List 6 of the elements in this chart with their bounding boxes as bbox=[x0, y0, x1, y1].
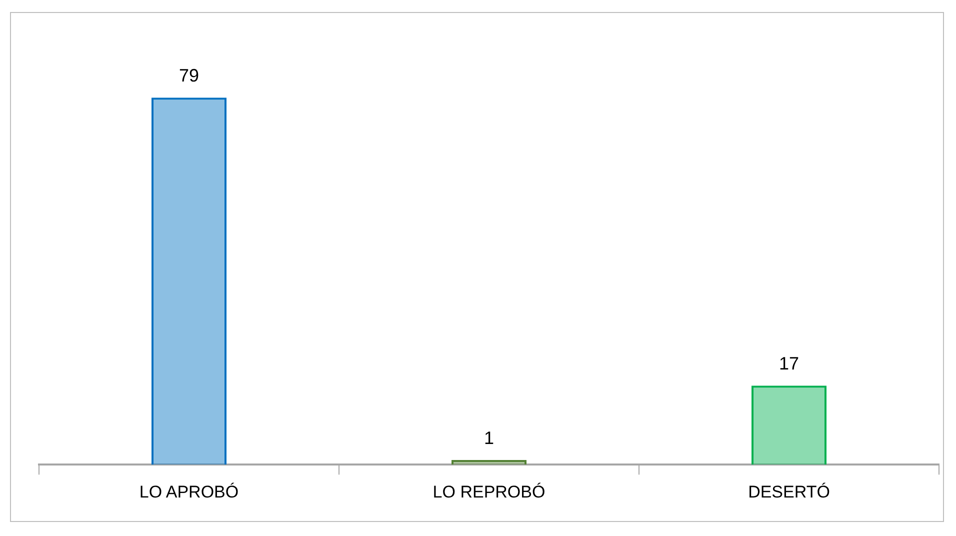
data-label: 17 bbox=[778, 354, 800, 374]
data-label: 1 bbox=[484, 428, 494, 448]
x-tick-label: LO APROBÓ bbox=[139, 482, 239, 502]
data-label: 79 bbox=[178, 66, 200, 86]
x-tick-label: DESERTÓ bbox=[748, 482, 830, 502]
x-tick-label: LO REPROBÓ bbox=[432, 482, 546, 502]
